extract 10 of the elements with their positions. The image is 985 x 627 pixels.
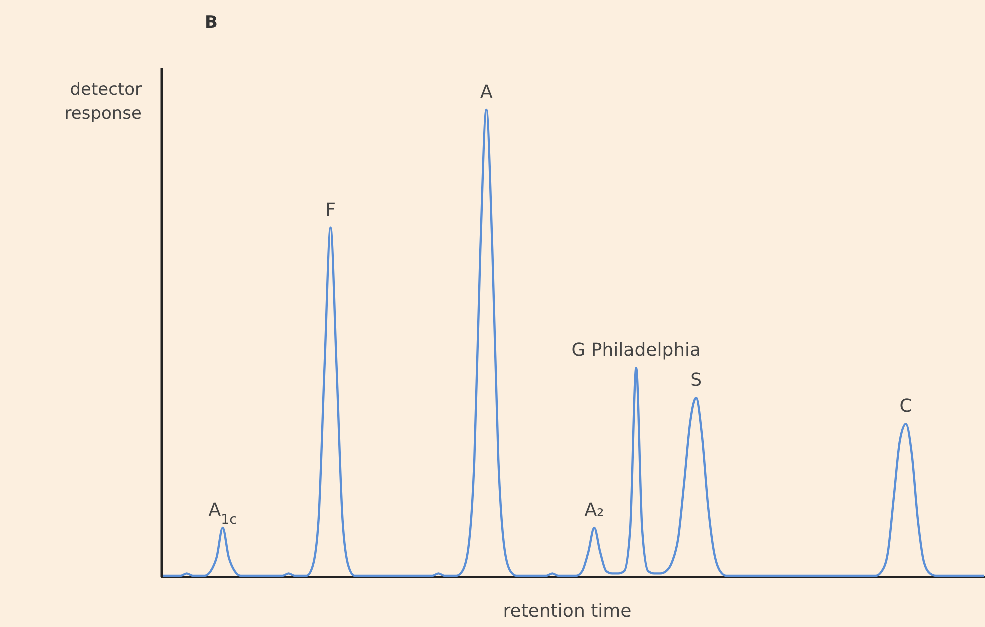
- x-axis-title: retention time: [503, 601, 632, 622]
- annotation: S: [690, 370, 702, 391]
- annotation: A₂: [584, 500, 604, 521]
- annotation: A: [480, 82, 494, 103]
- y-axis-title: detector response: [64, 80, 142, 124]
- annotation: G Philadelphia: [572, 340, 702, 362]
- annotation: F: [326, 200, 336, 221]
- chart-title: B: [205, 13, 218, 33]
- annotation: A$_{1c}$: [208, 500, 238, 528]
- annotation: C: [900, 396, 912, 418]
